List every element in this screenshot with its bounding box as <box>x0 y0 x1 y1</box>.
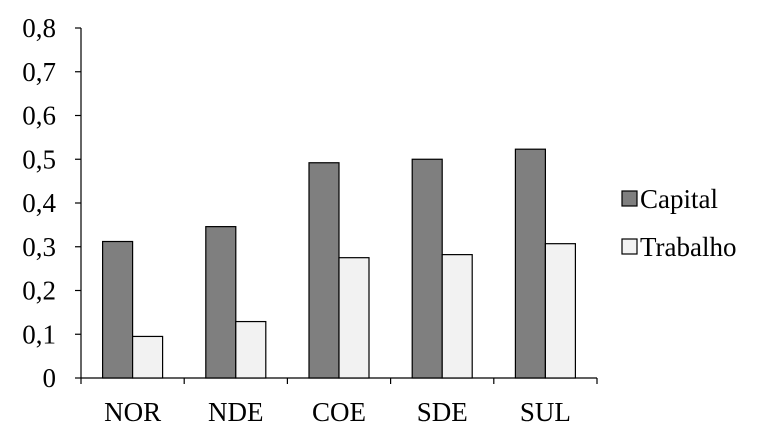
bar-trabalho-sul <box>544 243 577 379</box>
x-axis: NOR NDE COE SDE SUL <box>80 377 598 426</box>
bar-capital-nor <box>101 240 134 379</box>
bar-trabalho-nde <box>235 320 267 379</box>
y-tick-label: 0,1 <box>22 319 56 349</box>
y-tick-label: 0,7 <box>22 57 56 87</box>
y-axis: 0 0,1 0,2 0,3 0,4 0,5 0,6 0,7 0,8 <box>22 13 82 393</box>
legend-swatch-capital <box>621 190 638 207</box>
legend-label-trabalho: Trabalho <box>640 232 737 262</box>
y-tick-label: 0,4 <box>22 188 56 218</box>
bar-trabalho-coe <box>338 257 370 379</box>
y-tick-label: 0 <box>43 363 57 393</box>
y-tick-label: 0,3 <box>22 232 56 262</box>
bar-capital-sde <box>411 158 443 379</box>
bar-capital-nde <box>205 226 237 379</box>
y-tick-label: 0,6 <box>22 101 56 131</box>
bar-capital-coe <box>308 162 340 379</box>
bars <box>101 148 577 379</box>
y-tick-label: 0,5 <box>22 144 56 174</box>
legend: Capital Trabalho <box>621 184 737 262</box>
x-tick-label-sde: SDE <box>417 397 468 426</box>
legend-swatch-trabalho <box>621 238 638 255</box>
y-tick-label: 0,8 <box>22 13 56 43</box>
bar-capital-sul <box>514 148 547 379</box>
x-tick-label-nde: NDE <box>208 397 264 426</box>
bar-trabalho-nor <box>132 335 164 379</box>
y-tick-label: 0,2 <box>22 276 56 306</box>
legend-label-capital: Capital <box>640 184 718 214</box>
x-tick-label-sul: SUL <box>520 397 571 426</box>
x-tick-label-nor: NOR <box>104 397 161 426</box>
bar-trabalho-sde <box>441 254 473 379</box>
x-tick-label-coe: COE <box>312 397 366 426</box>
